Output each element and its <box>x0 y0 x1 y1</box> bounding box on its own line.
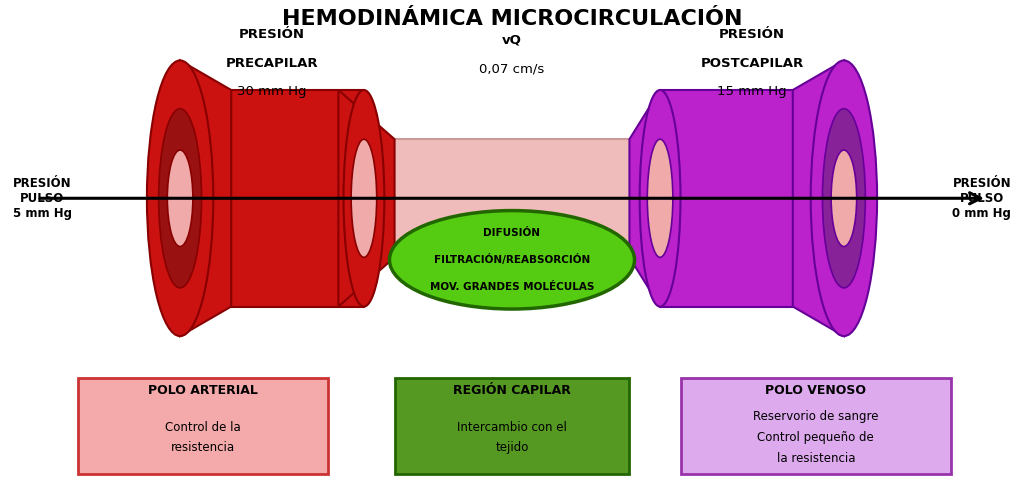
Bar <box>660 90 793 306</box>
Text: Control de la: Control de la <box>165 421 241 434</box>
Bar <box>231 90 364 306</box>
Ellipse shape <box>389 210 635 309</box>
Bar <box>338 139 686 257</box>
Text: POLO VENOSO: POLO VENOSO <box>765 384 866 397</box>
Text: PRESIÓN
PULSO
0 mm Hg: PRESIÓN PULSO 0 mm Hg <box>952 177 1011 220</box>
FancyBboxPatch shape <box>78 378 328 474</box>
Polygon shape <box>180 60 231 336</box>
Ellipse shape <box>351 139 377 257</box>
Text: resistencia: resistencia <box>171 441 236 454</box>
Polygon shape <box>630 90 660 306</box>
Text: Control pequeño de: Control pequeño de <box>758 431 874 444</box>
Ellipse shape <box>647 139 673 257</box>
Text: 30 mm Hg: 30 mm Hg <box>238 85 307 98</box>
Text: PRESIÓN: PRESIÓN <box>239 28 305 42</box>
Text: PRESIÓN: PRESIÓN <box>719 28 785 42</box>
Ellipse shape <box>822 109 865 288</box>
Text: vQ: vQ <box>502 33 522 47</box>
Text: PRESIÓN
PULSO
5 mm Hg: PRESIÓN PULSO 5 mm Hg <box>12 177 72 220</box>
Polygon shape <box>793 60 844 336</box>
Text: PRECAPILAR: PRECAPILAR <box>225 56 318 69</box>
Ellipse shape <box>831 150 857 247</box>
Text: REGIÓN CAPILAR: REGIÓN CAPILAR <box>453 384 571 397</box>
Text: POSTCAPILAR: POSTCAPILAR <box>700 56 804 69</box>
FancyBboxPatch shape <box>394 378 630 474</box>
Text: 0,07 cm/s: 0,07 cm/s <box>479 63 545 76</box>
Text: 15 mm Hg: 15 mm Hg <box>717 85 786 98</box>
Ellipse shape <box>811 60 878 336</box>
Ellipse shape <box>640 90 681 306</box>
Text: tejido: tejido <box>496 441 528 454</box>
Text: HEMODINÁMICA MICROCIRCULACIÓN: HEMODINÁMICA MICROCIRCULACIÓN <box>282 9 742 29</box>
Text: FILTRACIÓN/REABSORCIÓN: FILTRACIÓN/REABSORCIÓN <box>434 254 590 265</box>
Polygon shape <box>338 90 394 306</box>
Text: la resistencia: la resistencia <box>776 451 855 465</box>
Text: Reservorio de sangre: Reservorio de sangre <box>753 410 879 423</box>
Ellipse shape <box>343 90 384 306</box>
FancyBboxPatch shape <box>681 378 951 474</box>
Ellipse shape <box>146 60 213 336</box>
Text: DIFUSIÓN: DIFUSIÓN <box>483 228 541 238</box>
Text: POLO ARTERIAL: POLO ARTERIAL <box>148 384 258 397</box>
Ellipse shape <box>167 150 193 247</box>
Text: MOV. GRANDES MOLÉCULAS: MOV. GRANDES MOLÉCULAS <box>430 282 594 292</box>
Text: Intercambio con el: Intercambio con el <box>457 421 567 434</box>
Ellipse shape <box>159 109 202 288</box>
